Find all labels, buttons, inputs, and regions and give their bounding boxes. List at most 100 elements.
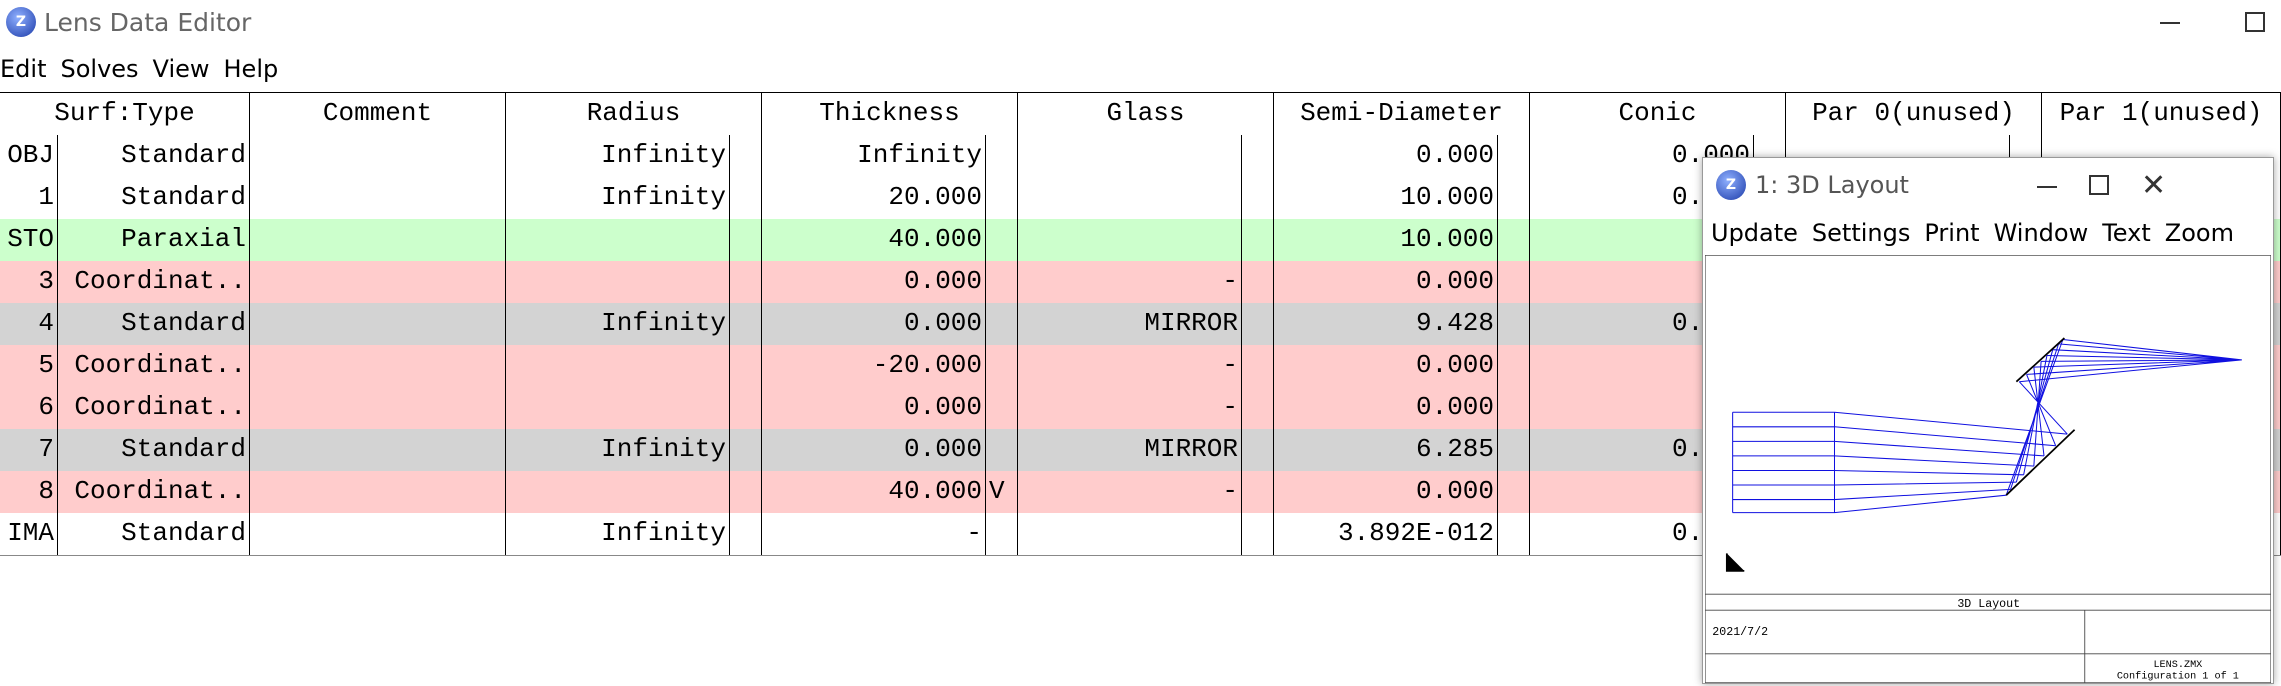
- empty-cell: [1242, 219, 1274, 261]
- cell-glass: -: [1018, 345, 1242, 387]
- cell-glass: -: [1018, 471, 1242, 513]
- empty-cell: [250, 471, 506, 513]
- cell-glass: MIRROR: [1018, 429, 1242, 471]
- menu-item[interactable]: Print: [1924, 219, 1980, 247]
- cell-radius: Infinity: [506, 429, 730, 471]
- cell-type: Standard: [58, 177, 250, 219]
- plot-configuration: Configuration 1 of 1: [2117, 671, 2239, 683]
- menu-item[interactable]: Zoom: [2164, 219, 2234, 247]
- empty-cell: [250, 345, 506, 387]
- empty-cell: [730, 135, 762, 177]
- empty-cell: [1018, 135, 1242, 177]
- column-header: Thickness: [762, 93, 1018, 135]
- window-title: Lens Data Editor: [44, 8, 252, 37]
- cell-thickness-solve: V: [986, 471, 1018, 513]
- empty-cell: [250, 261, 506, 303]
- cell-thickness: 0.000: [762, 303, 986, 345]
- cell-semi-diameter: 10.000: [1274, 177, 1498, 219]
- column-header: Par 1(unused): [2042, 93, 2281, 135]
- menu-item[interactable]: View: [152, 55, 210, 83]
- empty-cell: [1498, 387, 1530, 429]
- minimize-button[interactable]: [2037, 186, 2057, 188]
- maximize-button[interactable]: [2089, 175, 2109, 195]
- menu-item[interactable]: Help: [223, 55, 279, 83]
- cell-semi-diameter: 0.000: [1274, 345, 1498, 387]
- layout-menu: Update Settings Print Window Text Zoom: [1711, 219, 2248, 247]
- cell-semi-diameter: 0.000: [1274, 261, 1498, 303]
- empty-cell: [1018, 177, 1242, 219]
- menu-item[interactable]: Text: [2102, 219, 2151, 247]
- empty-cell: [986, 345, 1018, 387]
- empty-cell: [730, 177, 762, 219]
- plot-date: 2021/7/2: [1712, 626, 1768, 639]
- column-header: Conic: [1530, 93, 1786, 135]
- empty-cell: [1242, 471, 1274, 513]
- layout-plot: 3D Layout 2021/7/2 LENS.ZMX Configuratio…: [1705, 255, 2271, 683]
- cell-thickness: 0.000: [762, 387, 986, 429]
- minimize-button[interactable]: [2160, 22, 2180, 24]
- menu-item[interactable]: Solves: [60, 55, 139, 83]
- app-icon: Z: [6, 7, 36, 37]
- cell-surf: 5: [0, 345, 58, 387]
- cell-type: Standard: [58, 429, 250, 471]
- cell-type: Paraxial: [58, 219, 250, 261]
- empty-cell: [506, 261, 730, 303]
- empty-cell: [1242, 303, 1274, 345]
- empty-cell: [1242, 387, 1274, 429]
- empty-cell: [1498, 177, 1530, 219]
- column-header: Radius: [506, 93, 762, 135]
- empty-cell: [1498, 303, 1530, 345]
- empty-cell: [986, 429, 1018, 471]
- menu-item[interactable]: Update: [1711, 219, 1798, 247]
- cell-glass: MIRROR: [1018, 303, 1242, 345]
- empty-cell: [1754, 135, 1786, 177]
- menu-item[interactable]: Settings: [1811, 219, 1911, 247]
- cell-radius: Infinity: [506, 135, 730, 177]
- cell-thickness: 0.000: [762, 261, 986, 303]
- empty-cell: [506, 387, 730, 429]
- cell-thickness: 0.000: [762, 429, 986, 471]
- cell-type: Standard: [58, 303, 250, 345]
- empty-cell: [730, 513, 762, 555]
- cell-radius: Infinity: [506, 513, 730, 555]
- close-button[interactable]: ✕: [2141, 168, 2167, 203]
- cell-semi-diameter: 6.285: [1274, 429, 1498, 471]
- empty-cell: [1242, 261, 1274, 303]
- cell-semi-diameter: 3.892E-012: [1274, 513, 1498, 555]
- empty-cell: [1498, 135, 1530, 177]
- empty-cell: [730, 219, 762, 261]
- cell-thickness: 20.000: [762, 177, 986, 219]
- cell-thickness: Infinity: [762, 135, 986, 177]
- cell-surf: STO: [0, 219, 58, 261]
- cell-type: Coordinat..: [58, 471, 250, 513]
- empty-cell: [250, 219, 506, 261]
- empty-cell: [986, 219, 1018, 261]
- empty-cell: [730, 429, 762, 471]
- cell-semi-diameter: 10.000: [1274, 219, 1498, 261]
- cell-type: Coordinat..: [58, 387, 250, 429]
- empty-cell: [986, 513, 1018, 555]
- cell-thickness: 40.000: [762, 471, 986, 513]
- maximize-button[interactable]: [2245, 12, 2265, 32]
- plot-file: LENS.ZMX: [2153, 660, 2202, 671]
- empty-cell: [1498, 219, 1530, 261]
- cell-surf: 4: [0, 303, 58, 345]
- column-header: Par 0(unused): [1786, 93, 2042, 135]
- empty-cell: [1498, 471, 1530, 513]
- app-icon: Z: [1716, 170, 1746, 200]
- cell-type: Standard: [58, 513, 250, 555]
- column-header: Semi-Diameter: [1274, 93, 1530, 135]
- empty-cell: [1786, 135, 2010, 177]
- empty-cell: [1498, 429, 1530, 471]
- menu-item[interactable]: Edit: [0, 55, 47, 83]
- layout-window: Z 1: 3D Layout ✕ Update Settings Print Wind…: [1702, 157, 2274, 684]
- menu-item[interactable]: Window: [1993, 219, 2089, 247]
- empty-cell: [250, 513, 506, 555]
- empty-cell: [986, 303, 1018, 345]
- empty-cell: [986, 387, 1018, 429]
- empty-cell: [250, 429, 506, 471]
- empty-cell: [506, 219, 730, 261]
- empty-cell: [1242, 429, 1274, 471]
- title-bar: Z Lens Data Editor: [0, 0, 2281, 46]
